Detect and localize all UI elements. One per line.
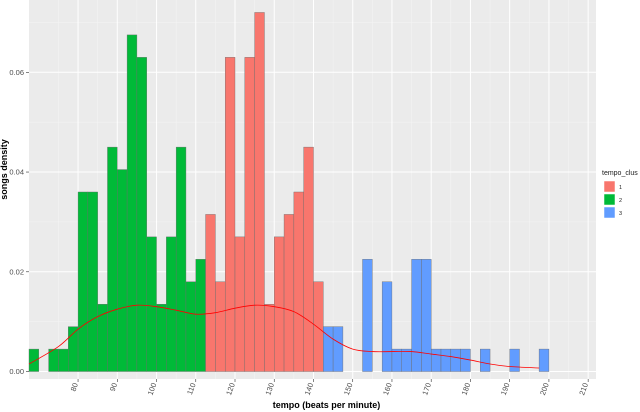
- bar-cluster-2: [146, 236, 157, 372]
- bar-cluster-1: [274, 236, 285, 372]
- legend-key-1: [603, 180, 616, 193]
- bar-cluster-1: [264, 303, 275, 372]
- legend-title: tempo_clus: [602, 170, 638, 177]
- bar-cluster-2: [175, 146, 187, 372]
- x-tick-label: 210: [577, 382, 590, 397]
- x-axis-title: tempo (beats per minute): [273, 400, 381, 410]
- bar-cluster-2: [107, 146, 118, 372]
- bar-cluster-2: [117, 169, 128, 372]
- y-tick-label: 0.06: [9, 68, 24, 77]
- bar-cluster-1: [234, 236, 246, 372]
- x-tick-label: 180: [460, 382, 473, 397]
- bar-cluster-2: [156, 303, 167, 372]
- bar-cluster-2: [28, 348, 40, 372]
- legend-label: 3: [619, 211, 622, 217]
- bar-cluster-1: [283, 214, 295, 372]
- y-tick-label: 0.00: [9, 367, 24, 376]
- x-tick-label: 150: [342, 382, 355, 397]
- bar-cluster-3: [509, 348, 520, 372]
- bar-cluster-3: [440, 348, 452, 372]
- bar-cluster-1: [205, 214, 216, 372]
- x-tick-label: 120: [224, 382, 237, 397]
- x-tick-label: 100: [146, 382, 159, 397]
- bar-cluster-1: [215, 281, 226, 372]
- x-axis: 80 90 100 110 120 130 140 150 160 170 180 190 200 210: [69, 379, 590, 396]
- bar-cluster-3: [391, 348, 402, 372]
- bar-cluster-3: [538, 348, 550, 372]
- bar-cluster-3: [411, 259, 422, 372]
- bar-cluster-3: [480, 348, 491, 372]
- bar-cluster-1: [244, 57, 255, 372]
- bar-cluster-3: [401, 348, 412, 372]
- bar-cluster-2: [58, 348, 69, 372]
- x-tick-label: 80: [69, 382, 80, 393]
- bar-cluster-3: [381, 281, 393, 372]
- bar-cluster-3: [450, 348, 461, 372]
- bar-cluster-3: [430, 348, 442, 372]
- x-tick-label: 90: [108, 382, 119, 393]
- bar-cluster-3: [460, 348, 471, 372]
- x-tick-label: 170: [420, 382, 433, 397]
- y-tick-label: 0.02: [9, 267, 24, 276]
- bar-cluster-2: [126, 34, 138, 372]
- legend-key-2: [603, 193, 616, 206]
- y-tick-label: 0.04: [9, 168, 24, 177]
- bar-cluster-2: [136, 57, 147, 372]
- legend: tempo_clus 1 2 3: [602, 170, 638, 219]
- legend-label: 1: [619, 185, 622, 191]
- bar-cluster-3: [362, 259, 373, 372]
- bar-cluster-2: [48, 348, 59, 372]
- bar-cluster-2: [77, 191, 89, 372]
- y-axis: 0.00 0.02 0.04 0.06: [9, 68, 29, 376]
- bar-cluster-3: [421, 259, 432, 372]
- bar-cluster-1: [254, 12, 265, 372]
- histogram-bars: [28, 12, 550, 372]
- density-curve: [28, 304, 540, 369]
- x-tick-label: 190: [499, 382, 512, 397]
- bar-cluster-1: [313, 281, 324, 372]
- legend-label: 2: [619, 198, 622, 204]
- bar-cluster-1: [303, 146, 314, 372]
- bar-cluster-1: [224, 57, 236, 372]
- bar-cluster-2: [166, 236, 177, 372]
- bar-cluster-2: [195, 259, 206, 372]
- bar-cluster-3: [332, 326, 344, 372]
- y-axis-title: songs density: [0, 139, 9, 200]
- x-tick-label: 200: [538, 382, 551, 397]
- bar-cluster-1: [293, 191, 304, 372]
- bar-cluster-2: [87, 191, 98, 372]
- bar-cluster-2: [185, 281, 196, 372]
- x-tick-label: 130: [263, 382, 276, 397]
- legend-key-3: [603, 206, 616, 219]
- x-tick-label: 110: [185, 382, 198, 396]
- x-tick-label: 160: [381, 382, 394, 397]
- x-tick-label: 140: [303, 382, 316, 397]
